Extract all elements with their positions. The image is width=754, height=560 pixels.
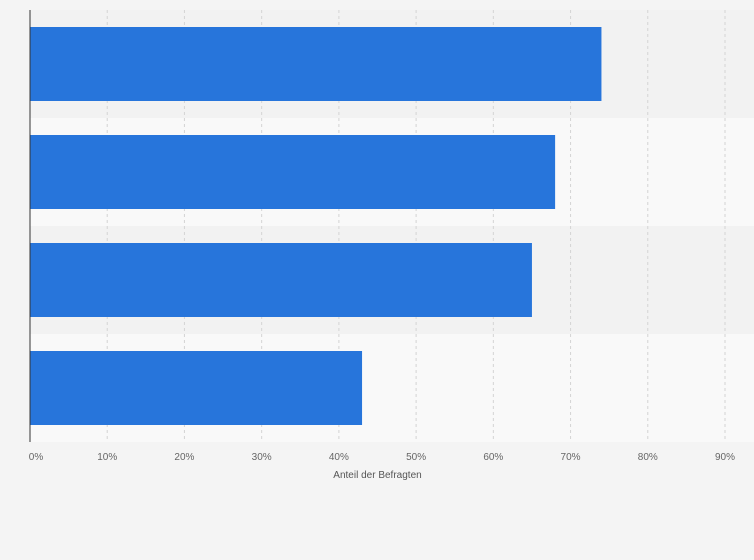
bar[interactable] bbox=[30, 135, 556, 209]
bars bbox=[30, 27, 602, 425]
x-tick-label: 80% bbox=[638, 452, 658, 463]
x-tick-label: 90% bbox=[715, 452, 735, 463]
x-tick-label: 40% bbox=[329, 452, 349, 463]
x-tick-labels: 0% 10% 20% 30% 40% 50% 60% 70% 80% 90% bbox=[29, 452, 735, 463]
bar[interactable] bbox=[30, 351, 363, 425]
x-tick-label: 70% bbox=[561, 452, 581, 463]
x-tick-label: 0% bbox=[29, 452, 44, 463]
x-tick-label: 50% bbox=[406, 452, 426, 463]
bar[interactable] bbox=[30, 243, 532, 317]
x-tick-label: 30% bbox=[252, 452, 272, 463]
x-axis-title: Anteil der Befragten bbox=[333, 470, 421, 481]
x-tick-label: 10% bbox=[97, 452, 117, 463]
x-tick-label: 60% bbox=[483, 452, 503, 463]
x-tick-label: 20% bbox=[174, 452, 194, 463]
bar[interactable] bbox=[30, 27, 602, 101]
